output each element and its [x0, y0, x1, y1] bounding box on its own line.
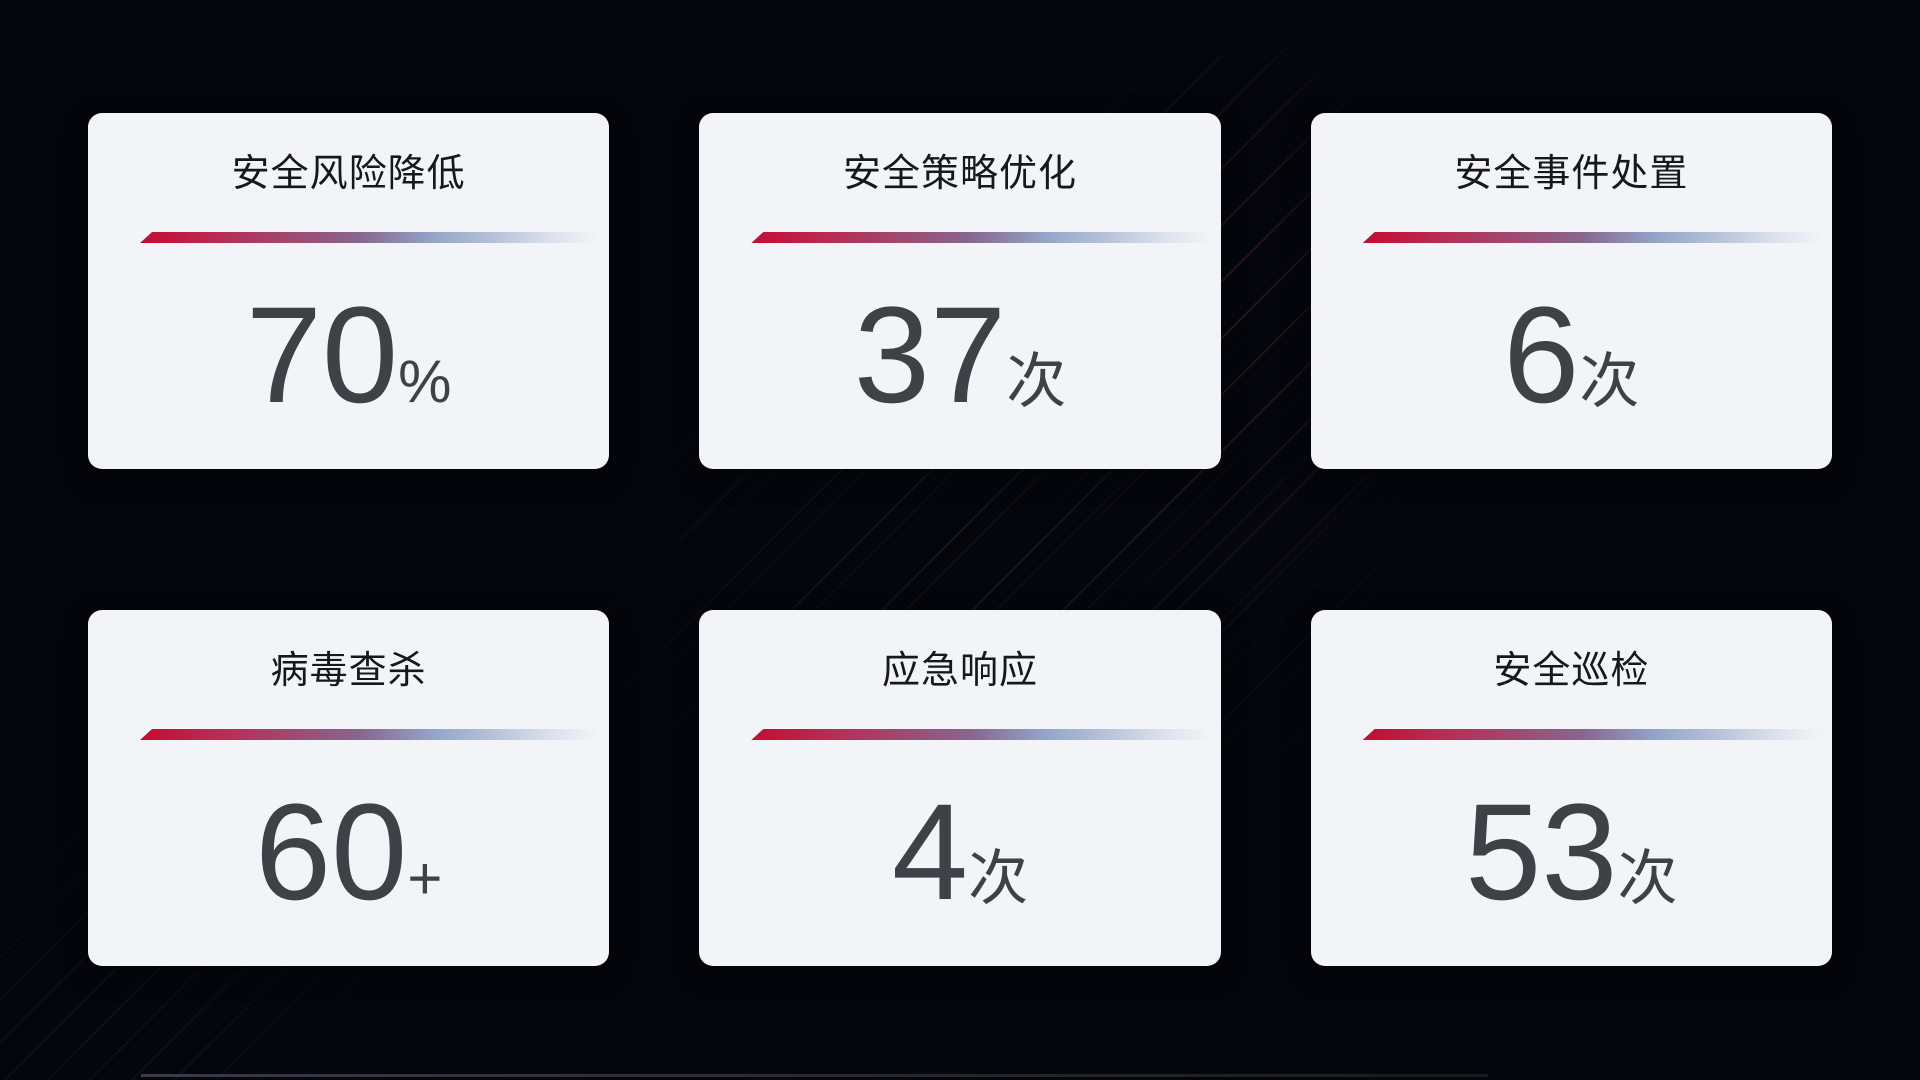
stat-card-title: 安全巡检	[1493, 650, 1650, 692]
stat-card-title: 安全风险降低	[231, 153, 466, 195]
stat-card-divider	[1362, 232, 1822, 243]
stat-card-divider	[140, 232, 600, 243]
stat-unit: 次	[1006, 348, 1067, 415]
stat-card-title: 安全事件处置	[1454, 153, 1689, 195]
bottom-edge-line	[141, 1074, 1488, 1077]
stat-card-value-row: 70%	[88, 287, 609, 424]
stat-card-title: 安全策略优化	[842, 153, 1077, 195]
stat-card-emergency-response: 应急响应 4次	[699, 610, 1221, 966]
stats-grid: 安全风险降低 70% 安全策略优化 37次 安全事件处置 6次 病毒查杀 60+…	[88, 113, 1832, 966]
stat-value: 6	[1503, 279, 1580, 432]
stat-card-value-row: 37次	[699, 287, 1220, 424]
stat-card-security-inspection: 安全巡检 53次	[1310, 610, 1832, 966]
stat-value: 53	[1465, 776, 1618, 929]
stat-card-virus-scan: 病毒查杀 60+	[88, 610, 610, 966]
stat-value: 60	[254, 776, 408, 929]
stat-card-value-row: 4次	[699, 784, 1220, 921]
stat-card-value-row: 60+	[88, 784, 609, 921]
stat-unit: %	[398, 348, 452, 415]
stat-unit: +	[407, 845, 443, 912]
stat-card-divider	[751, 232, 1211, 243]
stat-card-risk-reduction: 安全风险降低 70%	[88, 113, 610, 469]
stat-unit: 次	[1579, 348, 1640, 415]
stat-card-divider	[751, 729, 1211, 740]
stat-card-value-row: 53次	[1311, 784, 1832, 921]
stat-unit: 次	[1617, 845, 1678, 912]
stat-card-policy-optimization: 安全策略优化 37次	[699, 113, 1221, 469]
stat-card-value-row: 6次	[1311, 287, 1832, 424]
stat-card-title: 应急响应	[881, 650, 1038, 692]
stat-value: 37	[853, 279, 1007, 432]
stat-card-divider	[1362, 729, 1822, 740]
stat-card-divider	[140, 729, 600, 740]
stat-value: 4	[891, 776, 969, 929]
stat-unit: 次	[968, 845, 1029, 912]
stat-card-title: 病毒查杀	[270, 650, 427, 692]
stat-value: 70	[245, 279, 399, 432]
stat-card-incident-handling: 安全事件处置 6次	[1310, 113, 1832, 469]
